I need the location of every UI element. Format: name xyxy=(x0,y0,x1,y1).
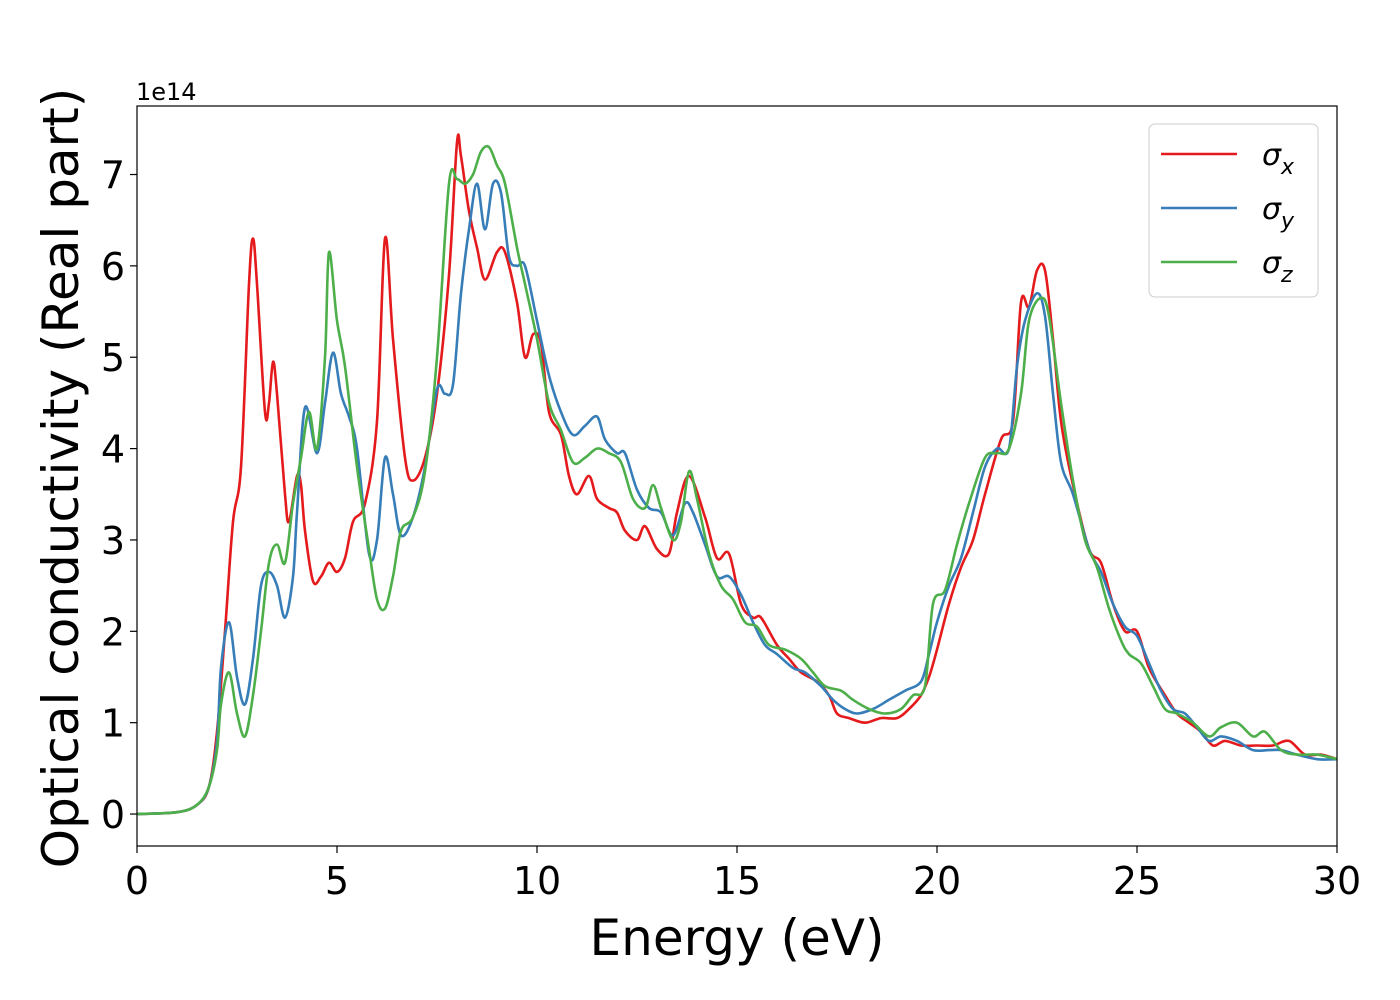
x-axis-ticks: 0 5 10 15 20 25 30 xyxy=(125,846,1361,903)
series-lines xyxy=(136,133,1338,816)
x-tick-label: 15 xyxy=(713,859,761,903)
y-tick-label: 1 xyxy=(101,702,125,746)
x-tick-label: 5 xyxy=(325,859,349,903)
y-tick-label: 7 xyxy=(101,154,125,198)
x-tick-label: 10 xyxy=(513,859,561,903)
y-tick-label: 6 xyxy=(101,245,125,289)
x-tick-label: 30 xyxy=(1313,859,1361,903)
y-axis-offset-label: 1e14 xyxy=(136,78,197,106)
y-axis-ticks: 0 1 2 3 4 5 6 7 xyxy=(101,154,137,837)
legend: σx σy σz xyxy=(1148,123,1319,298)
x-axis-label: Energy (eV) xyxy=(590,909,885,967)
legend-label: σz xyxy=(1262,246,1293,288)
x-tick-label: 20 xyxy=(913,859,961,903)
legend-label: σx xyxy=(1262,138,1295,180)
series-line-sigma-z xyxy=(136,144,1338,816)
y-tick-label: 0 xyxy=(101,793,125,837)
plot-frame xyxy=(136,105,1338,847)
legend-items: σx σy σz xyxy=(1161,138,1295,288)
x-tick-label: 25 xyxy=(1113,859,1161,903)
y-tick-label: 4 xyxy=(101,428,125,472)
legend-box xyxy=(1148,123,1319,298)
y-tick-label: 5 xyxy=(101,336,125,380)
x-tick-label: 0 xyxy=(125,859,149,903)
y-tick-label: 2 xyxy=(101,610,125,654)
y-axis-label: Optical conductivity (Real part) xyxy=(32,88,90,869)
y-tick-label: 3 xyxy=(101,519,125,563)
legend-label: σy xyxy=(1262,192,1295,234)
